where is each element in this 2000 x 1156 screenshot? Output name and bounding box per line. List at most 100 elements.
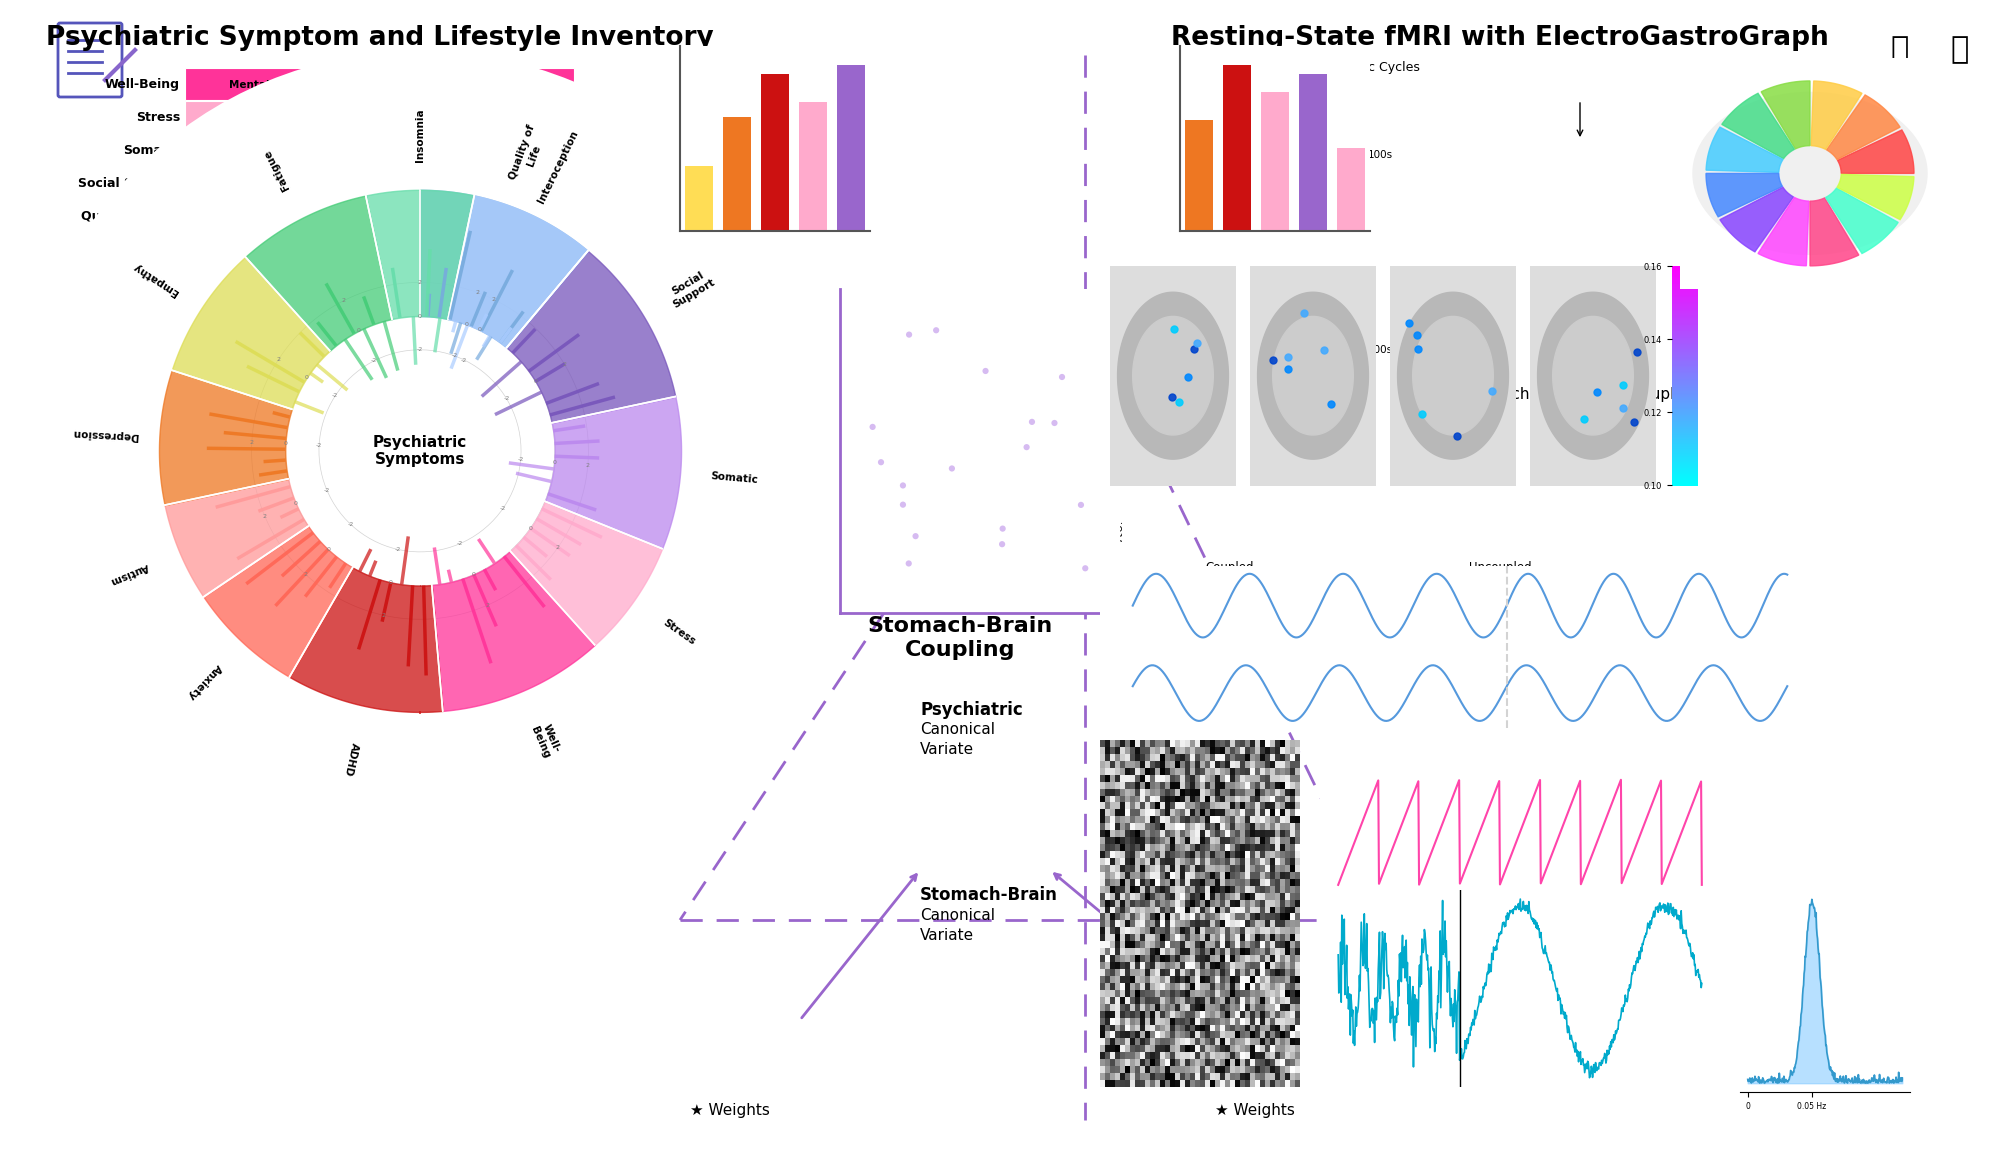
Text: Coupling: Coupling — [904, 640, 1016, 660]
Point — [1256, 350, 1288, 369]
Point — [1582, 383, 1614, 401]
Text: Canonical: Canonical — [920, 907, 996, 922]
Text: Insomnia: Insomnia — [414, 109, 424, 162]
FancyBboxPatch shape — [184, 398, 574, 430]
Polygon shape — [1762, 81, 1810, 149]
FancyBboxPatch shape — [380, 365, 574, 397]
Text: 500μV: 500μV — [1220, 92, 1254, 103]
FancyBboxPatch shape — [184, 464, 380, 496]
Text: Distract: Distract — [478, 245, 526, 254]
FancyBboxPatch shape — [380, 234, 428, 265]
Text: 2: 2 — [382, 613, 386, 617]
Text: Fatigue: Fatigue — [128, 309, 180, 323]
Text: 37: 37 — [572, 181, 628, 218]
FancyBboxPatch shape — [282, 234, 330, 265]
FancyBboxPatch shape — [340, 200, 418, 232]
Text: Social
Support: Social Support — [664, 267, 716, 310]
Text: 0: 0 — [306, 375, 308, 380]
Point — [1288, 304, 1320, 323]
Point — [970, 362, 1002, 380]
Text: CCA: CCA — [928, 536, 992, 564]
Text: 2: 2 — [418, 280, 422, 284]
Text: -2: -2 — [324, 488, 330, 492]
Polygon shape — [1398, 292, 1508, 459]
FancyBboxPatch shape — [184, 332, 282, 364]
Text: 🫁: 🫁 — [1950, 36, 1970, 65]
Polygon shape — [1758, 198, 1808, 266]
Text: 0: 0 — [472, 572, 476, 577]
Text: Quality of Life: Quality of Life — [80, 210, 180, 223]
Point — [1620, 342, 1652, 361]
FancyBboxPatch shape — [282, 332, 380, 364]
Text: Raw Gastric Cycles: Raw Gastric Cycles — [1300, 61, 1420, 74]
Text: ★ Weights: ★ Weights — [1216, 1103, 1294, 1118]
Point — [1046, 368, 1078, 386]
Text: -2: -2 — [462, 357, 468, 363]
FancyBboxPatch shape — [478, 332, 574, 364]
Text: Self Reg: Self Reg — [282, 245, 332, 254]
Bar — [798, 102, 828, 231]
Text: 0: 0 — [464, 321, 468, 327]
Point — [900, 527, 932, 546]
Text: Mental Well-Being: Mental Well-Being — [228, 80, 336, 89]
Point — [1406, 405, 1438, 423]
Text: 2: 2 — [304, 571, 308, 577]
FancyBboxPatch shape — [184, 134, 574, 166]
Bar — [1184, 120, 1214, 231]
Text: Somatic Symptoms: Somatic Symptoms — [324, 146, 436, 156]
Bar — [760, 74, 790, 231]
Text: Uncoupled: Uncoupled — [1468, 561, 1532, 573]
Text: 2: 2 — [492, 297, 496, 302]
Bar — [1222, 65, 1252, 231]
FancyBboxPatch shape — [184, 365, 380, 397]
FancyBboxPatch shape — [264, 200, 340, 232]
Point — [1180, 334, 1212, 353]
Text: Psychological: Psychological — [262, 212, 342, 222]
Text: Physically: Physically — [194, 311, 254, 320]
Text: 5 Radians: 5 Radians — [1220, 200, 1272, 210]
Point — [1064, 496, 1096, 514]
Text: Psychiatric-: Psychiatric- — [548, 231, 652, 249]
FancyBboxPatch shape — [496, 200, 574, 232]
FancyBboxPatch shape — [316, 166, 444, 199]
Text: Psychiatric: Psychiatric — [920, 701, 1022, 719]
Text: Trait Anxiety: Trait Anxiety — [244, 443, 320, 452]
Polygon shape — [1412, 317, 1494, 435]
Point — [1010, 438, 1042, 457]
Text: Depression B: Depression B — [438, 377, 516, 386]
Text: -2: -2 — [458, 541, 464, 546]
Text: 0: 0 — [326, 547, 330, 551]
Point — [1070, 560, 1102, 578]
Text: 🧠: 🧠 — [1890, 36, 1910, 65]
Text: Fantasy: Fantasy — [308, 343, 354, 354]
Text: -2: -2 — [316, 443, 322, 449]
Bar — [1298, 74, 1328, 231]
Polygon shape — [1538, 292, 1648, 459]
Polygon shape — [1118, 292, 1228, 459]
Text: Well-Being: Well-Being — [104, 77, 180, 91]
Point — [1272, 347, 1304, 365]
FancyBboxPatch shape — [420, 200, 496, 232]
Polygon shape — [1826, 95, 1900, 160]
Text: Quality of
Life: Quality of Life — [508, 124, 548, 185]
Text: Social Support: Social Support — [78, 177, 180, 190]
Text: Depression: Depression — [102, 375, 180, 388]
Text: Stress: Stress — [660, 617, 696, 646]
Point — [1618, 413, 1650, 431]
Point — [1172, 368, 1204, 386]
FancyBboxPatch shape — [184, 166, 314, 199]
Point — [1400, 326, 1432, 344]
Point — [1476, 381, 1508, 400]
Point — [856, 417, 888, 436]
Point — [892, 554, 924, 572]
FancyBboxPatch shape — [234, 234, 282, 265]
Text: ADHD B: ADHD B — [454, 475, 500, 486]
Bar — [1260, 92, 1290, 231]
FancyBboxPatch shape — [332, 234, 380, 265]
Point — [1272, 360, 1304, 378]
Text: 0: 0 — [552, 460, 556, 465]
Point — [886, 496, 918, 514]
Point — [886, 476, 918, 495]
Text: ADHD: ADHD — [140, 474, 180, 487]
Polygon shape — [1722, 94, 1794, 158]
